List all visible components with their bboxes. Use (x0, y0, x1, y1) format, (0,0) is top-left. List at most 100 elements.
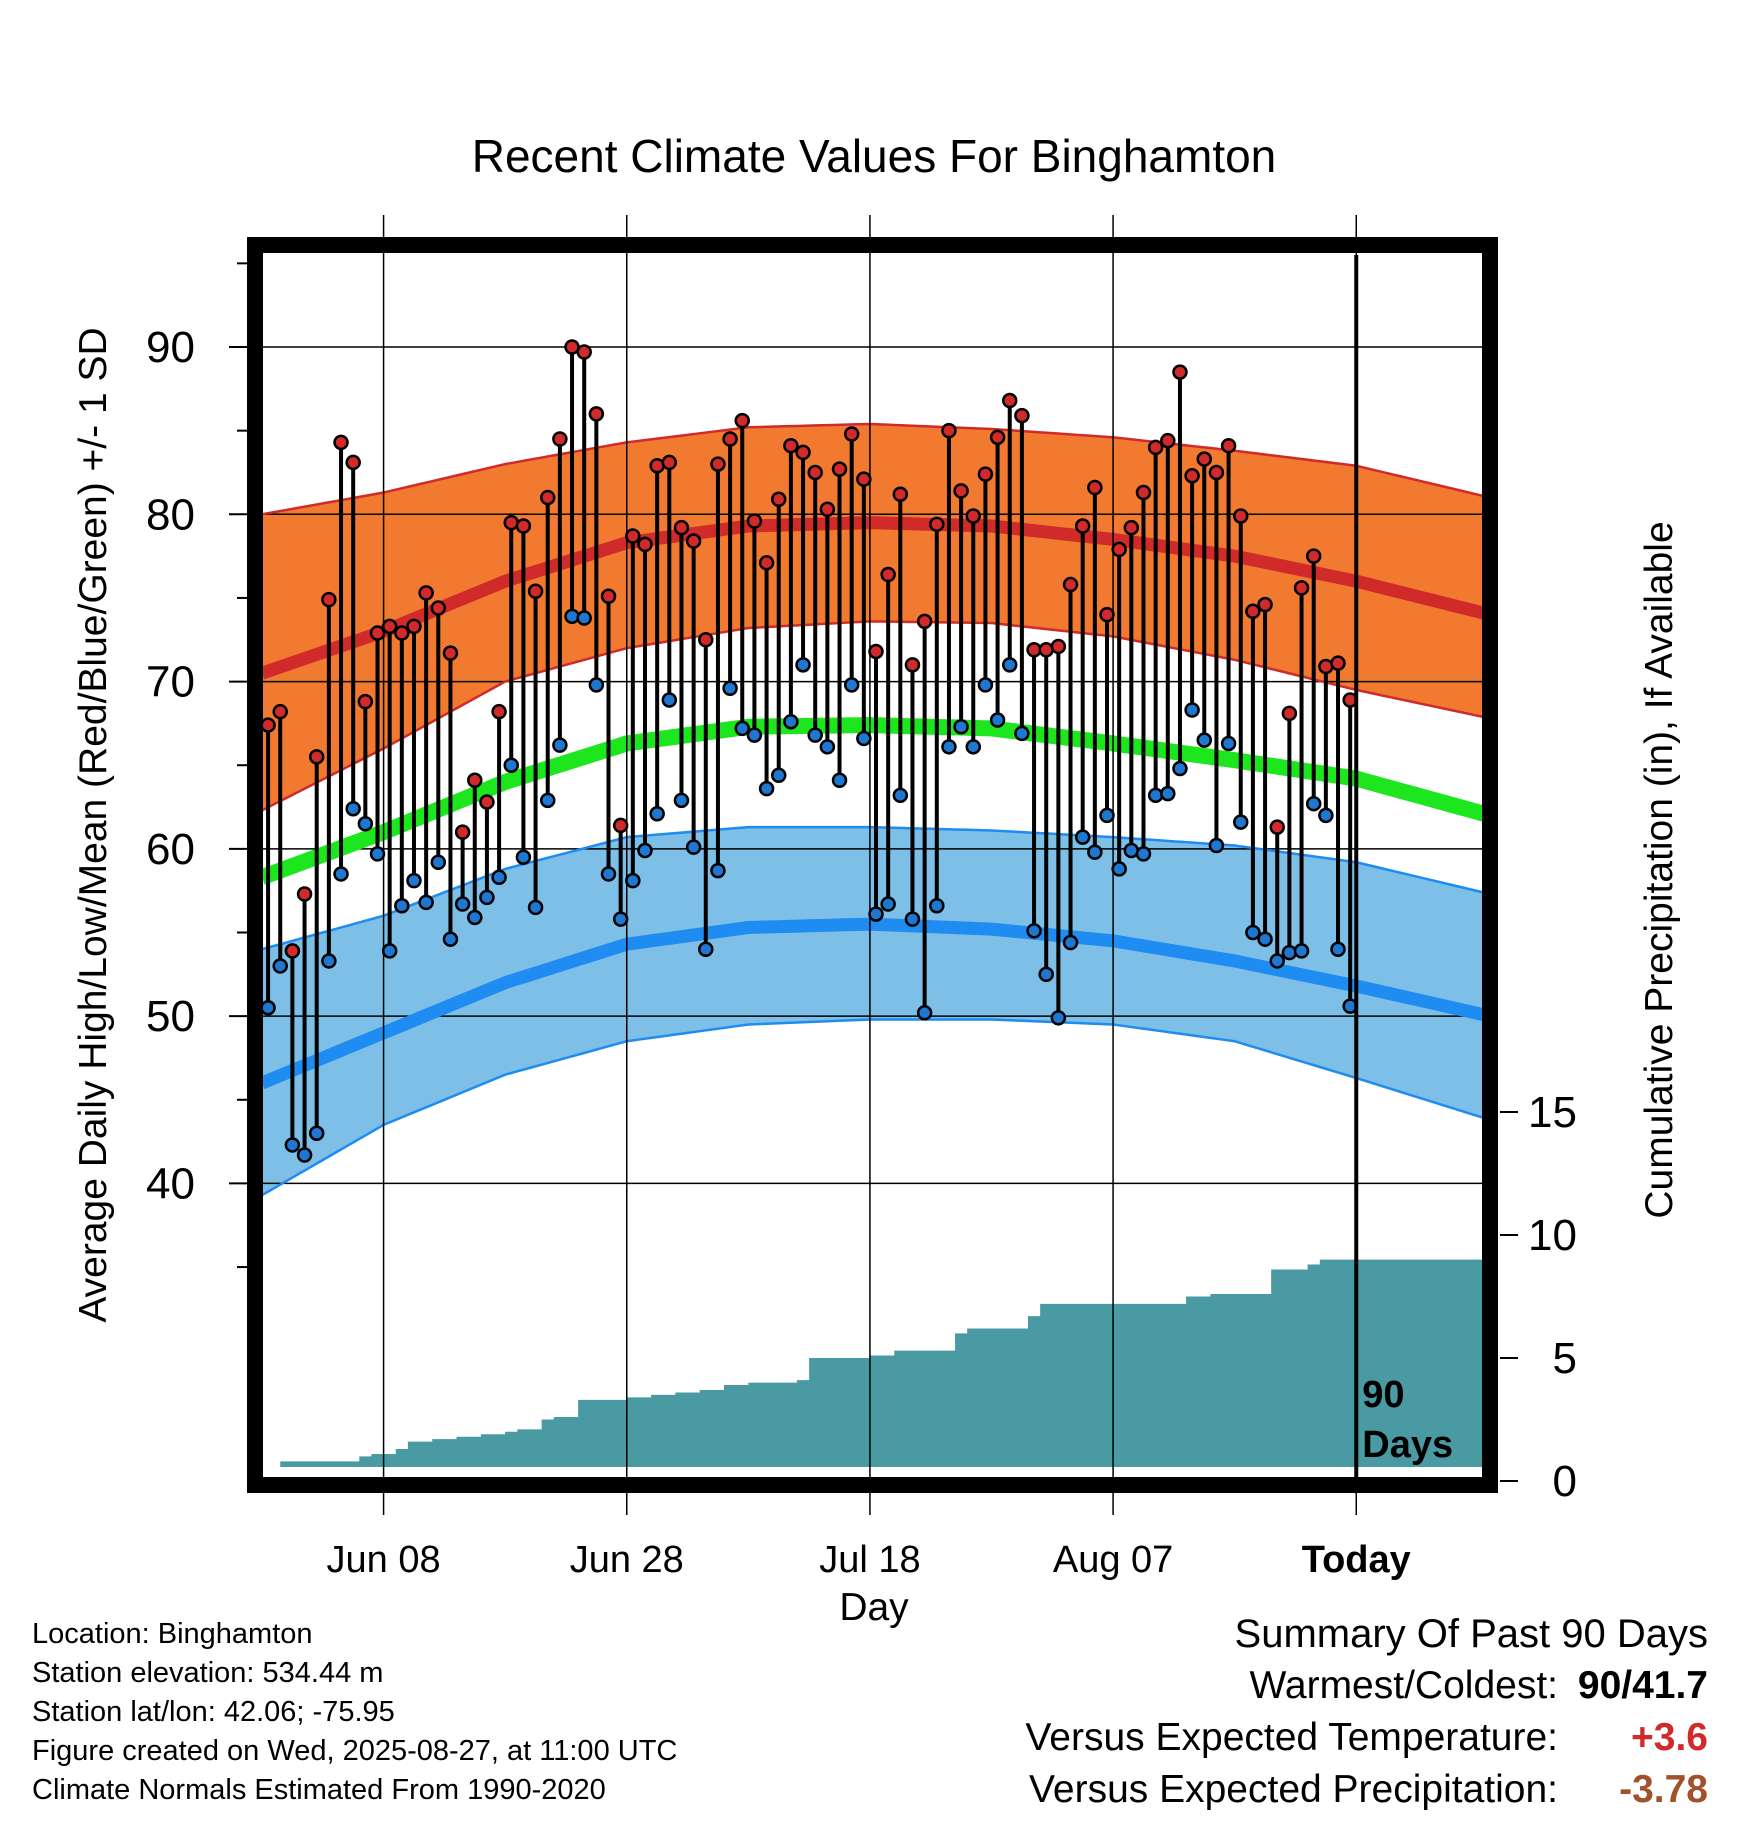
daily-high-point (345, 454, 361, 471)
daily-low-point (1038, 966, 1054, 983)
daily-low-point (1050, 1010, 1067, 1026)
daily-high-point (1269, 819, 1285, 835)
daily-low-point (503, 757, 519, 773)
precipitation-departure-label: Versus Expected Precipitation: (1029, 1768, 1558, 1811)
daily-high-point (941, 422, 957, 439)
daily-low-point (977, 677, 994, 693)
daily-high-point (1135, 484, 1152, 501)
daily-high-point (722, 431, 738, 447)
daily-low-point (1001, 657, 1018, 673)
daily-low-point (929, 897, 945, 914)
daily-high-point (442, 645, 459, 661)
daily-low-point (880, 896, 896, 912)
daily-high-point (1233, 508, 1249, 524)
daily-low-point (807, 727, 823, 743)
daily-low-point (600, 866, 617, 882)
daily-low-point (710, 862, 726, 879)
daily-low-point (1172, 760, 1188, 777)
daily-low-point (856, 730, 872, 747)
plot-overlay: 90 Days (247, 215, 1498, 1515)
daily-low-point (272, 958, 288, 974)
daily-low-point (746, 727, 763, 743)
daily-high-point (1111, 541, 1127, 558)
daily-low-point (1014, 725, 1030, 742)
daily-low-point (1245, 924, 1261, 941)
daily-high-point (1099, 606, 1115, 623)
daily-high-point (904, 657, 921, 673)
daily-high-point (539, 489, 556, 506)
daily-low-point (698, 941, 714, 957)
daily-high-point (491, 703, 507, 720)
daily-high-point (1001, 392, 1018, 409)
daily-low-point (758, 780, 775, 797)
daily-low-point (1135, 846, 1152, 862)
temperature-departure-label: Versus Expected Temperature: (1025, 1716, 1558, 1759)
daily-low-point (1026, 923, 1042, 939)
daily-high-point (807, 464, 823, 481)
daily-high-point (1281, 705, 1298, 722)
y-tick-label: 60 (146, 825, 195, 874)
daily-low-point (454, 896, 471, 912)
daily-high-point (831, 461, 848, 477)
daily-low-point (685, 839, 702, 855)
daily-high-point (625, 528, 641, 544)
daily-low-point (1293, 943, 1310, 959)
daily-high-point (381, 618, 398, 635)
window-label-1: Days (1362, 1424, 1453, 1466)
warmest-coldest-value: 90/41.7 (1577, 1664, 1708, 1707)
daily-low-point (296, 1147, 313, 1163)
daily-low-point (770, 767, 787, 784)
daily-low-point (491, 869, 507, 886)
daily-high-point (262, 717, 276, 733)
daily-high-point (284, 943, 301, 959)
daily-high-point (989, 429, 1006, 446)
daily-low-point (406, 872, 422, 889)
daily-low-point (1330, 941, 1346, 957)
daily-low-point (612, 911, 629, 927)
daily-high-point (1123, 519, 1140, 536)
daily-low-point (345, 800, 361, 817)
daily-low-point (722, 680, 738, 697)
daily-high-point (783, 437, 799, 454)
daily-low-point (1318, 807, 1334, 824)
daily-low-point (904, 911, 921, 927)
daily-high-point (272, 703, 288, 720)
daily-low-point (357, 816, 374, 832)
daily-high-point (418, 585, 434, 601)
daily-high-point (588, 406, 605, 422)
daily-high-point (1293, 580, 1310, 596)
daily-high-point (1245, 603, 1261, 620)
daily-low-point (965, 739, 982, 755)
daily-low-point (515, 849, 532, 865)
daily-high-point (734, 412, 751, 429)
cumulative-precip-area (280, 1259, 1490, 1467)
daily-low-point (941, 739, 957, 755)
daily-high-point (296, 886, 313, 902)
daily-high-point (892, 486, 909, 502)
daily-low-point (308, 1125, 325, 1141)
daily-high-point (1196, 451, 1213, 467)
daily-low-point (539, 792, 556, 809)
daily-high-point (308, 749, 325, 765)
daily-low-point (1208, 837, 1225, 854)
chart-title: Recent Climate Values For Binghamton (472, 130, 1277, 182)
daily-low-point (868, 906, 884, 922)
daily-low-point (1281, 944, 1298, 961)
daily-low-point (673, 792, 690, 809)
daily-high-point (1050, 638, 1067, 655)
daily-low-point (262, 1000, 276, 1016)
y-axis-label: Average Daily High/Low/Mean (Red/Blue/Gr… (72, 327, 115, 1322)
daily-high-point (1305, 548, 1322, 564)
daily-high-point (576, 344, 592, 360)
y-tick-label: 90 (146, 323, 195, 372)
high-upper-sd-line (262, 422, 1490, 516)
summary-panel: Summary Of Past 90 Days Warmest/Coldest:… (808, 1612, 1708, 1820)
daily-high-point (1087, 479, 1103, 496)
x-tick-label: Jun 28 (570, 1539, 684, 1581)
daily-high-point (1330, 655, 1346, 671)
daily-low-point (625, 872, 641, 889)
daily-low-point (381, 943, 398, 959)
y-tick-label: 50 (146, 992, 195, 1041)
daily-low-point (333, 866, 349, 882)
